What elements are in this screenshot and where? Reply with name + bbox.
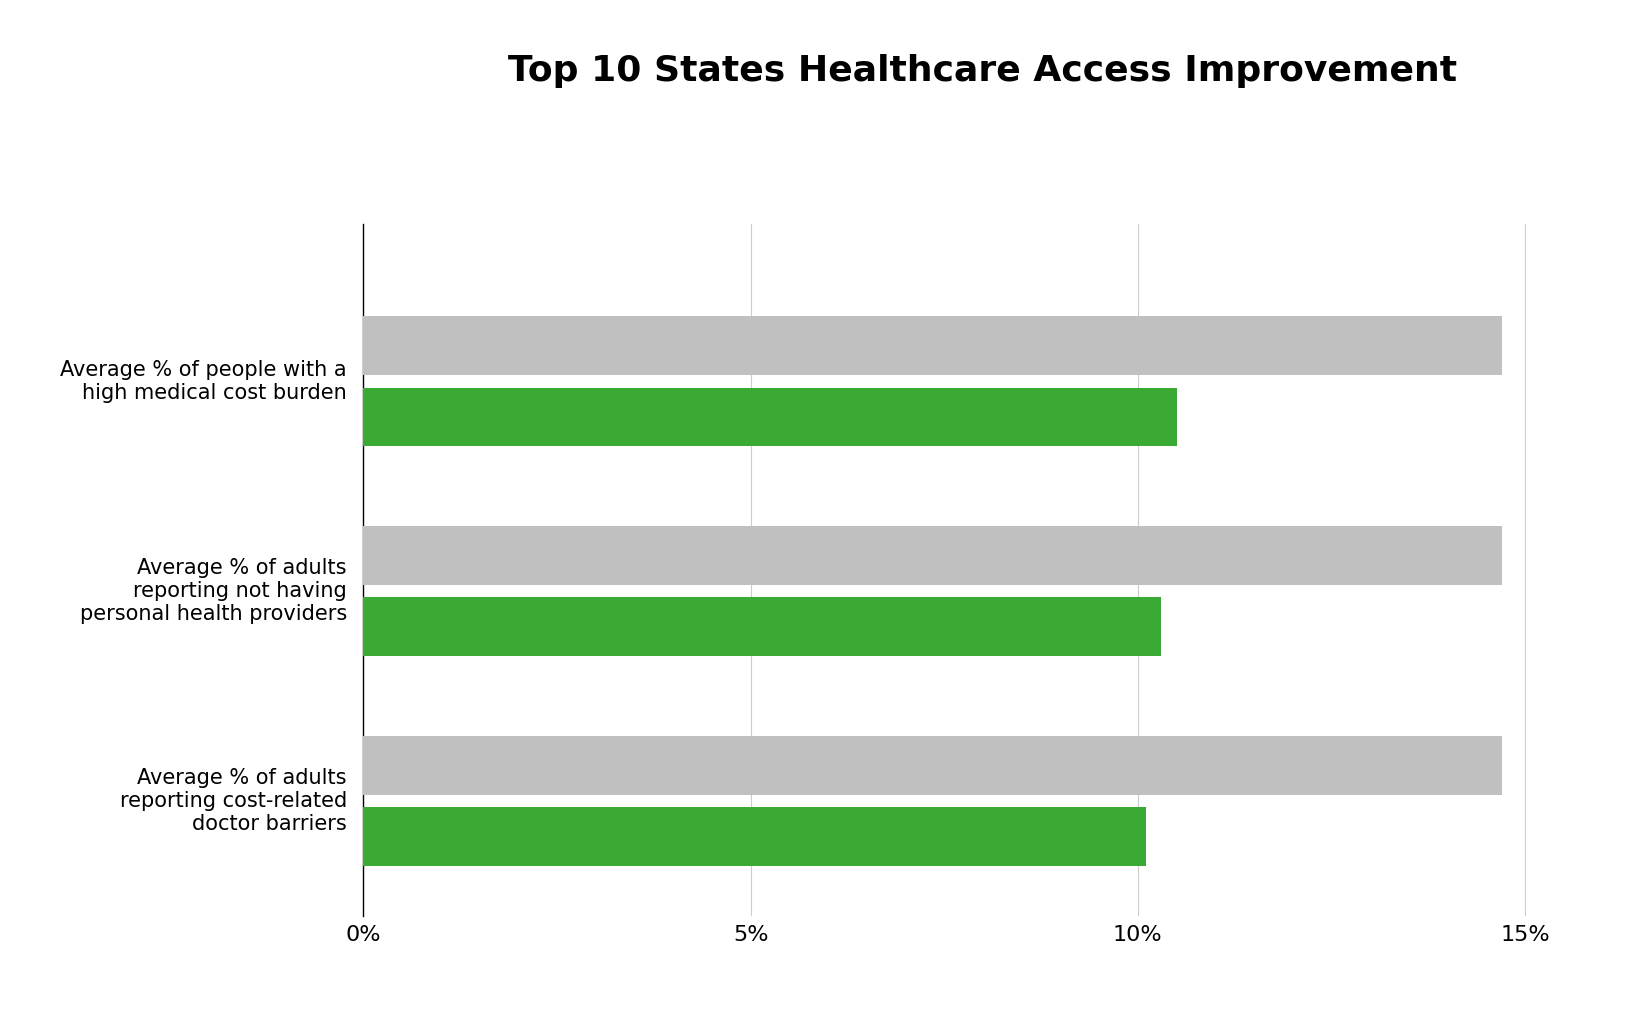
Bar (363, 317, 1502, 375)
Text: Top 10 States Healthcare Access Improvement: Top 10 States Healthcare Access Improvem… (509, 54, 1457, 89)
Bar (363, 736, 1502, 794)
Bar (363, 388, 1176, 446)
Bar (363, 598, 1161, 656)
Bar (363, 526, 1502, 584)
Bar (363, 807, 1145, 866)
